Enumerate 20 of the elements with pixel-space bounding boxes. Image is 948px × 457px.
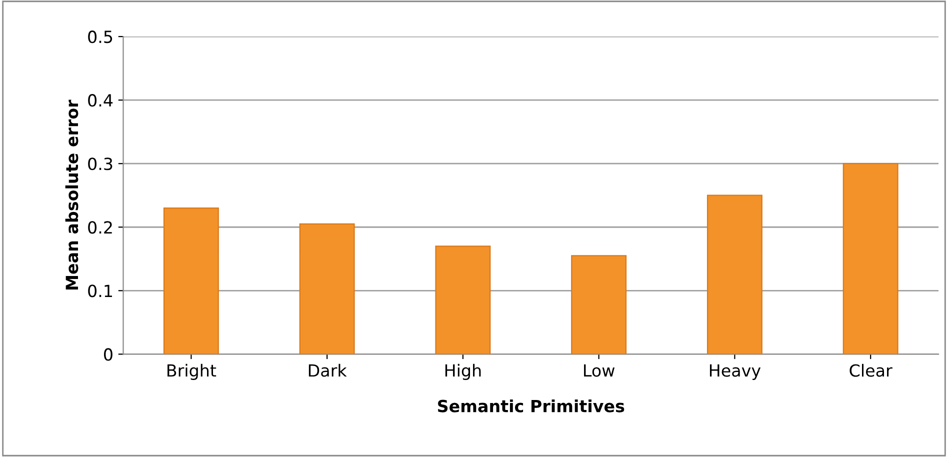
x-tick-label: Dark <box>308 364 347 377</box>
bar <box>435 246 491 354</box>
y-tick-label: 0.4 <box>88 94 113 107</box>
x-tick-label: High <box>445 364 481 380</box>
x-tick-label: Clear <box>850 364 892 377</box>
bar <box>706 194 762 354</box>
y-tick-label: 0 <box>104 348 112 361</box>
bar <box>299 223 355 354</box>
bar <box>571 255 627 354</box>
y-tick-label: 0.5 <box>88 30 112 44</box>
y-tick-label: 0.2 <box>88 221 112 234</box>
x-tick-label: Bright <box>168 364 216 380</box>
bar <box>842 163 898 354</box>
y-tick-label: 0.3 <box>88 158 112 170</box>
y-tick-label: 0.1 <box>88 284 112 298</box>
x-axis-title: Semantic Primitives <box>438 399 624 412</box>
y-axis-title: Mean absolute error <box>65 100 78 290</box>
bar <box>163 208 219 354</box>
x-tick-label: Low <box>584 364 615 377</box>
x-tick-label: Heavy <box>710 364 761 380</box>
